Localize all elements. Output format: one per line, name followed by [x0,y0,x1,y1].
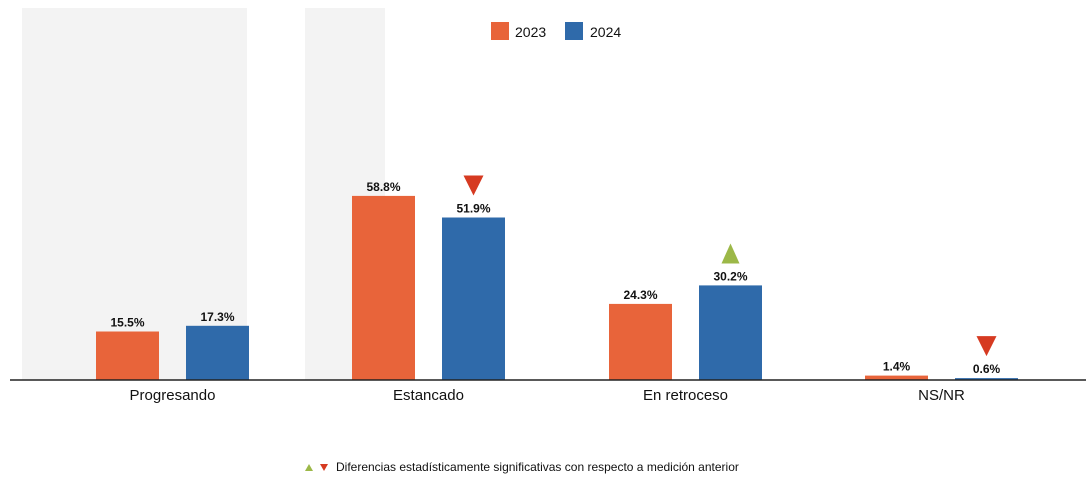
significance-markers-layer [463,175,997,357]
down-triangle-icon-estancado [463,175,484,196]
bar-value-label-en-retroceso-2023: 24.3% [623,288,657,302]
bar-progresando-2023 [96,331,159,380]
bar-value-label-estancado-2023: 58.8% [366,180,400,194]
category-label-ns-nr: NS/NR [918,387,965,404]
footnote-text: Diferencias estadísticamente significati… [336,460,739,474]
bar-value-label-progresando-2024: 17.3% [200,310,234,324]
bar-value-label-ns-nr-2023: 1.4% [883,360,911,374]
footnote: Diferencias estadísticamente significati… [305,460,739,474]
category-label-en-retroceso: En retroceso [643,387,728,404]
background-panel-left [22,8,247,380]
bar-value-label-ns-nr-2024: 0.6% [973,362,1001,376]
bar-ns-nr-2023 [865,375,928,380]
bar-progresando-2024 [186,325,249,380]
bar-value-label-estancado-2024: 51.9% [456,202,490,216]
bar-en-retroceso-2023 [609,303,672,380]
bar-ns-nr-2024 [955,378,1018,380]
category-label-progresando: Progresando [130,387,216,404]
up-triangle-icon-en-retroceso [721,243,740,264]
bar-estancado-2024 [442,217,505,380]
bars-layer: 15.5% 17.3% 58.8% 51.9% 24.3% 30.2% 1.4% 0.6% [96,180,1018,380]
category-label-estancado: Estancado [393,387,464,404]
legend: 2023 2024 [491,22,621,40]
footnote-up-triangle-icon [305,464,313,471]
legend-swatch-2023 [491,22,509,40]
legend-swatch-2024 [565,22,583,40]
legend-label-2024: 2024 [590,24,621,40]
legend-label-2023: 2023 [515,24,546,40]
bar-value-label-progresando-2023: 15.5% [110,316,144,330]
category-labels: Progresando Estancado En retroceso NS/NR [130,387,965,404]
footnote-down-triangle-icon [320,464,328,471]
bar-en-retroceso-2024 [699,285,762,380]
bar-value-label-en-retroceso-2024: 30.2% [713,269,747,283]
bar-estancado-2023 [352,195,415,380]
chart-background [22,8,385,380]
down-triangle-icon-ns-nr [976,336,997,357]
